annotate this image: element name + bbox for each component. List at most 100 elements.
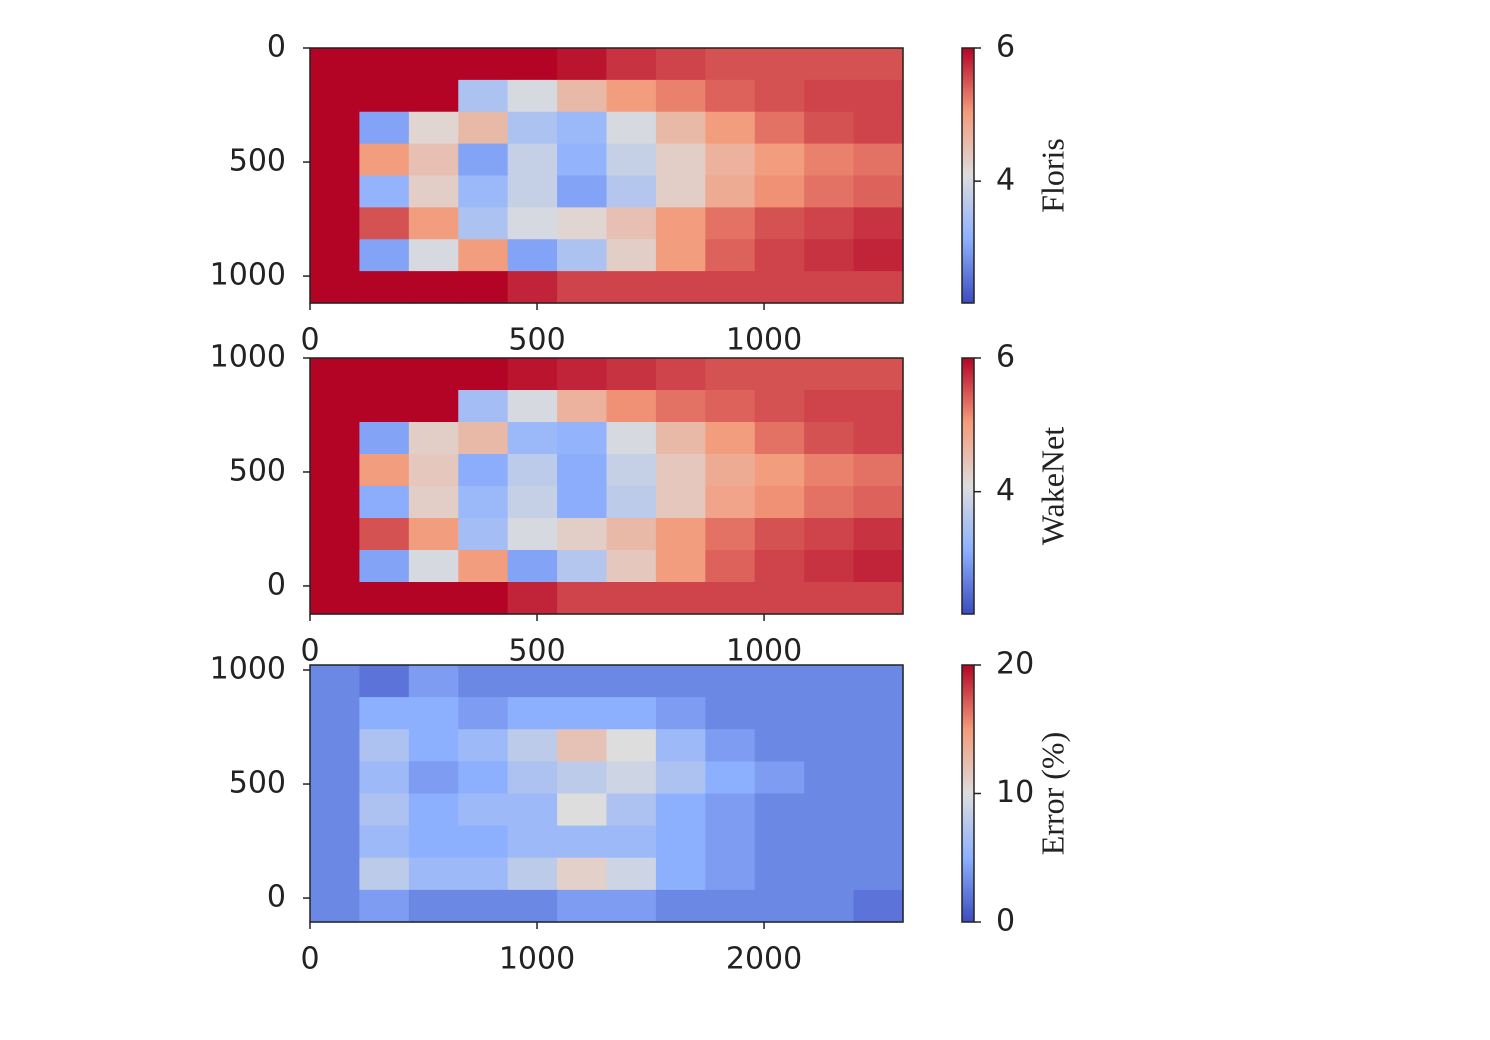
heatmap-cell [705,48,756,81]
heatmap-cell [606,111,657,145]
heatmap-cell [557,550,608,583]
heatmap-cell [458,518,509,551]
heatmap-cell [408,518,459,551]
colorbar-tick-label: 6 [996,340,1015,375]
heatmap-cell [853,729,904,762]
colorbar [961,47,975,304]
heatmap-cell [408,486,459,519]
heatmap-cell [655,889,706,923]
heatmap-cell [705,207,756,240]
heatmap-cell [655,48,706,81]
heatmap-cell [606,48,657,81]
heatmap-cell [408,207,459,240]
heatmap-cell [557,422,608,455]
heatmap-cell [606,271,657,304]
heatmap-cell [754,665,805,698]
heatmap-cell [458,111,509,145]
heatmap-cell [655,111,706,145]
heatmap-cell [408,111,459,145]
heatmap-cell [606,665,657,698]
heatmap-cell [310,143,361,177]
heatmap-cell [359,665,410,698]
y-tick-label: 0 [267,880,286,915]
heatmap-cell [507,454,558,487]
heatmap-cell [359,271,410,304]
heatmap-cell [804,271,855,304]
heatmap-cell [655,390,706,423]
heatmap-cell [853,793,904,827]
heatmap-cell [557,175,608,208]
heatmap-cell [655,761,706,795]
plot-frame [309,357,904,615]
heatmap-cell [359,697,410,730]
heatmap-cell [557,825,608,859]
plot-frame [309,47,904,304]
y-tick-label: 500 [229,766,286,801]
heatmap-cell [804,79,855,113]
heatmap-cell [705,486,756,519]
heatmap-cell [310,665,361,698]
heatmap-cell [310,271,361,304]
heatmap-cell [606,889,657,923]
heatmap-cell [458,697,509,730]
heatmap-cell [408,825,459,859]
heatmap-cell [507,550,558,583]
heatmap-cell [705,793,756,827]
heatmap-cell [408,665,459,698]
x-tick-label: 0 [300,323,319,358]
heatmap-cell [853,111,904,145]
heatmap-cell [655,665,706,698]
heatmap-cell [557,239,608,272]
heatmap-cell [705,697,756,730]
heatmap-cell [853,48,904,81]
heatmap-cell [655,143,706,177]
heatmap-cell [804,175,855,208]
heatmap-cell [804,111,855,145]
heatmap-cell [458,390,509,423]
heatmap-cell [754,857,805,891]
heatmap-cell [705,857,756,891]
heatmap-cell [557,358,608,391]
colorbar-tick-label: 4 [996,163,1015,198]
heatmap-cell [408,550,459,583]
heatmap-cell [408,454,459,487]
heatmap-cell [705,454,756,487]
heatmap-cell [458,486,509,519]
heatmap-cell [853,207,904,240]
heatmap-cell [705,239,756,272]
heatmap-cell [804,582,855,615]
heatmap-cell [606,582,657,615]
heatmap-cell [853,143,904,177]
heatmap-cell [458,889,509,923]
plot-frame [309,664,904,923]
heatmap-cell [557,729,608,762]
heatmap-cell [507,48,558,81]
heatmap-cell [507,486,558,519]
x-tick-label: 1000 [726,323,802,358]
heatmap-cell [458,761,509,795]
heatmap-cell [754,48,805,81]
heatmap-cell [754,422,805,455]
heatmap-cell [853,761,904,795]
heatmap-cell [408,729,459,762]
heatmap-cell [705,550,756,583]
heatmap-cell [853,422,904,455]
heatmap-cell [705,761,756,795]
heatmap-cell [507,422,558,455]
heatmap-cell [507,761,558,795]
heatmap-cell [557,761,608,795]
heatmap-cell [754,793,805,827]
heatmap-cell [458,665,509,698]
heatmap-cell [408,889,459,923]
heatmap-cell [853,825,904,859]
heatmap-cell [557,889,608,923]
heatmap-cell [359,111,410,145]
heatmap-cell [853,390,904,423]
x-tick-label: 0 [300,942,319,977]
heatmap-cell [606,486,657,519]
heatmap-cell [853,550,904,583]
heatmap-cell [458,207,509,240]
heatmap-cell [310,518,361,551]
heatmap-cell [557,665,608,698]
heatmap-cell [705,175,756,208]
